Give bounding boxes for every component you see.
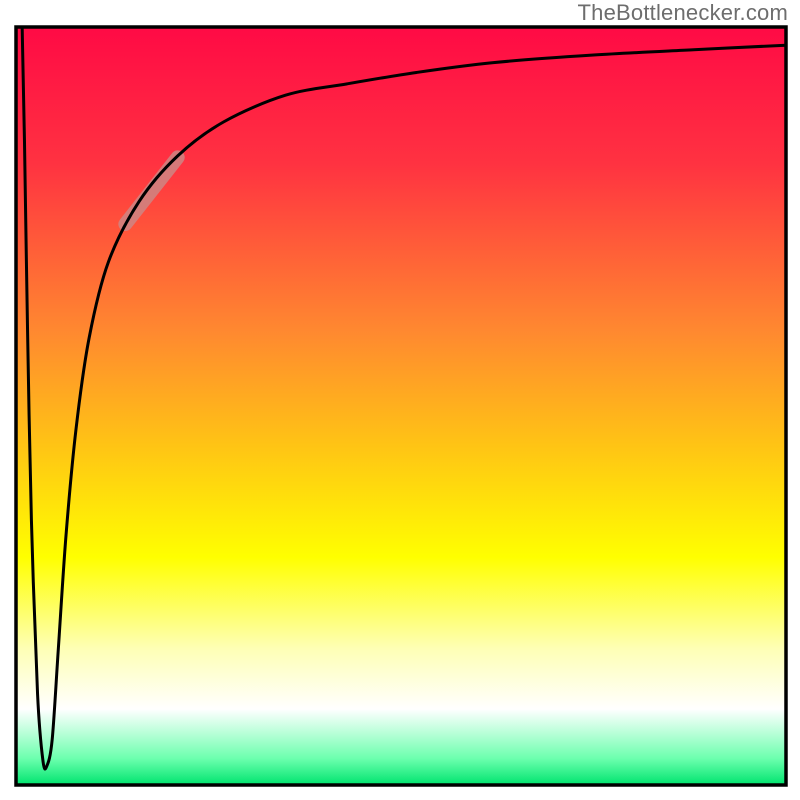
chart-svg (0, 0, 800, 800)
watermark-text: TheBottlenecker.com (578, 0, 788, 26)
plot-background (16, 27, 786, 785)
chart-container: TheBottlenecker.com (0, 0, 800, 800)
